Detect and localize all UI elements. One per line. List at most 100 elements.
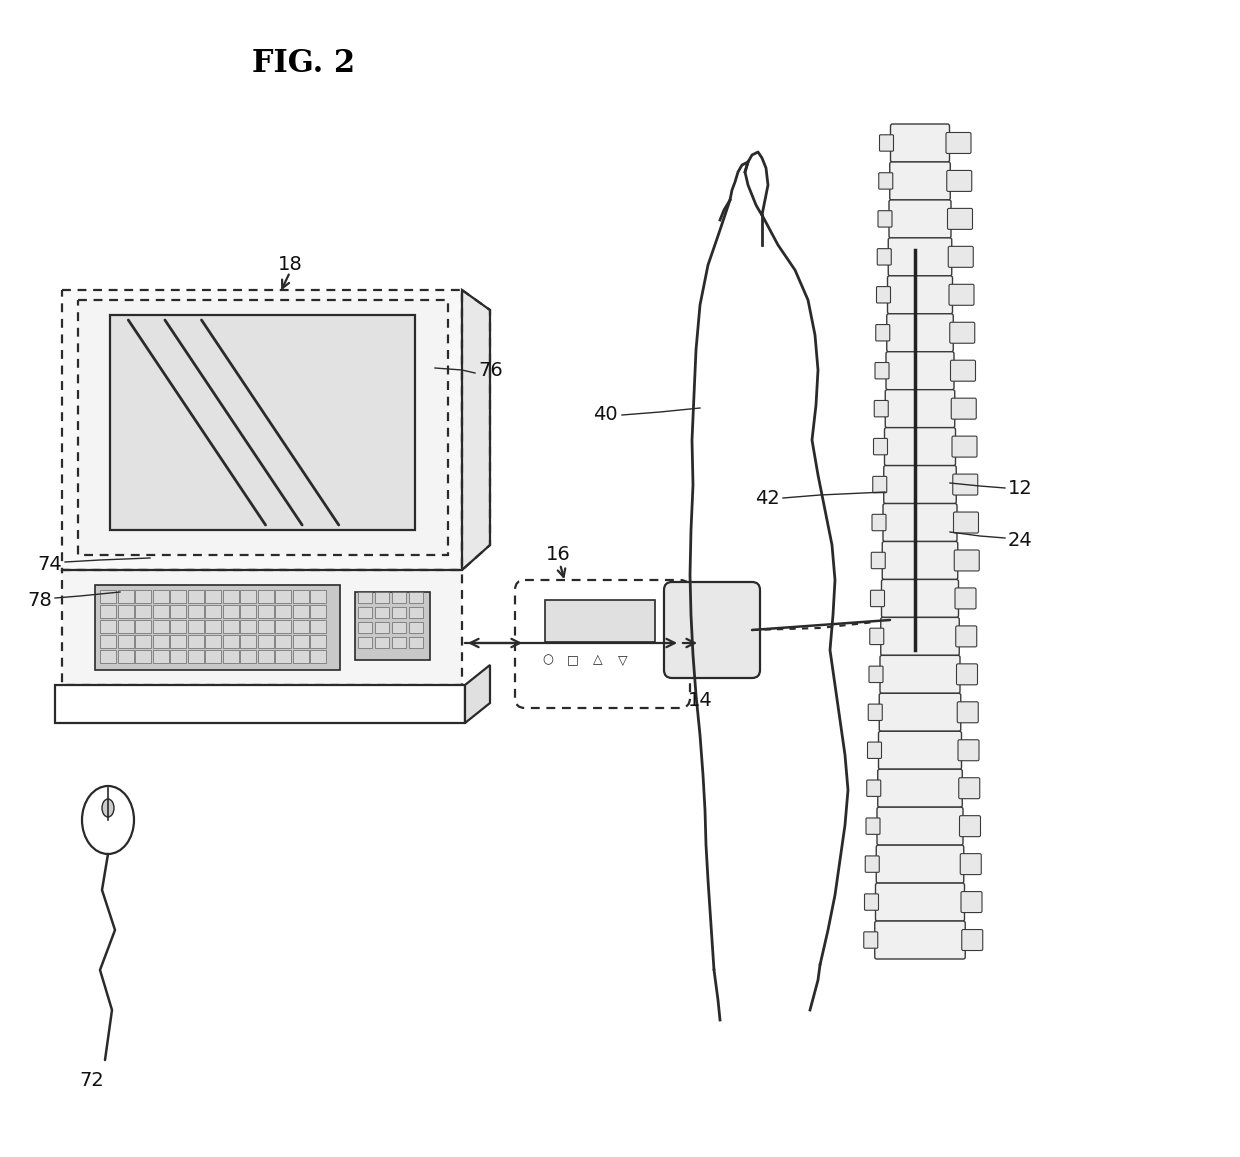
Bar bbox=[310, 620, 326, 633]
Bar bbox=[310, 590, 326, 603]
Ellipse shape bbox=[82, 786, 134, 854]
Bar bbox=[62, 570, 463, 685]
Bar bbox=[205, 605, 221, 618]
FancyBboxPatch shape bbox=[880, 655, 960, 693]
Bar bbox=[135, 590, 151, 603]
FancyBboxPatch shape bbox=[875, 362, 889, 378]
Bar bbox=[222, 650, 238, 663]
Bar bbox=[170, 620, 186, 633]
Bar bbox=[241, 635, 255, 648]
FancyBboxPatch shape bbox=[864, 894, 878, 911]
Bar bbox=[118, 620, 134, 633]
Bar bbox=[78, 300, 448, 555]
FancyBboxPatch shape bbox=[866, 856, 879, 872]
FancyBboxPatch shape bbox=[869, 628, 884, 644]
Bar bbox=[110, 315, 415, 530]
Bar bbox=[358, 592, 372, 603]
Bar bbox=[153, 620, 169, 633]
Bar bbox=[241, 650, 255, 663]
Text: FIG. 2: FIG. 2 bbox=[252, 49, 356, 79]
Bar bbox=[358, 607, 372, 618]
Bar bbox=[392, 592, 405, 603]
Bar bbox=[187, 635, 203, 648]
FancyBboxPatch shape bbox=[959, 778, 980, 798]
FancyBboxPatch shape bbox=[947, 208, 972, 229]
FancyBboxPatch shape bbox=[879, 693, 961, 731]
Bar bbox=[355, 592, 430, 659]
Bar bbox=[358, 638, 372, 648]
FancyBboxPatch shape bbox=[882, 580, 959, 618]
Polygon shape bbox=[463, 290, 490, 570]
Bar bbox=[205, 620, 221, 633]
Text: ○: ○ bbox=[543, 654, 553, 666]
Bar bbox=[100, 650, 117, 663]
Bar bbox=[95, 585, 340, 670]
Text: 18: 18 bbox=[278, 256, 303, 274]
FancyBboxPatch shape bbox=[874, 921, 965, 959]
Bar bbox=[222, 620, 238, 633]
Bar bbox=[118, 590, 134, 603]
FancyBboxPatch shape bbox=[889, 200, 951, 238]
FancyBboxPatch shape bbox=[947, 170, 972, 191]
FancyBboxPatch shape bbox=[877, 845, 963, 883]
Bar bbox=[374, 638, 389, 648]
Bar bbox=[100, 590, 117, 603]
Text: 42: 42 bbox=[755, 488, 780, 508]
Bar bbox=[100, 605, 117, 618]
Polygon shape bbox=[465, 665, 490, 723]
Bar bbox=[374, 622, 389, 633]
FancyBboxPatch shape bbox=[877, 287, 890, 303]
FancyBboxPatch shape bbox=[949, 285, 973, 305]
Bar bbox=[293, 650, 309, 663]
FancyBboxPatch shape bbox=[952, 436, 977, 457]
FancyBboxPatch shape bbox=[887, 314, 954, 352]
FancyBboxPatch shape bbox=[884, 428, 956, 465]
Bar bbox=[275, 605, 291, 618]
FancyBboxPatch shape bbox=[952, 474, 978, 495]
Bar bbox=[222, 605, 238, 618]
Bar bbox=[275, 650, 291, 663]
Bar bbox=[205, 650, 221, 663]
Bar bbox=[170, 635, 186, 648]
Bar bbox=[409, 638, 423, 648]
FancyBboxPatch shape bbox=[957, 702, 978, 723]
Text: 16: 16 bbox=[546, 545, 570, 565]
FancyBboxPatch shape bbox=[880, 618, 960, 655]
FancyBboxPatch shape bbox=[873, 477, 887, 493]
Bar bbox=[153, 590, 169, 603]
FancyBboxPatch shape bbox=[877, 249, 892, 265]
Bar bbox=[153, 605, 169, 618]
FancyBboxPatch shape bbox=[873, 439, 888, 455]
Text: 40: 40 bbox=[594, 405, 618, 425]
FancyBboxPatch shape bbox=[959, 739, 980, 761]
Bar bbox=[258, 590, 274, 603]
Bar bbox=[241, 605, 255, 618]
FancyBboxPatch shape bbox=[875, 883, 965, 921]
Bar bbox=[118, 635, 134, 648]
Bar bbox=[258, 605, 274, 618]
Bar bbox=[135, 650, 151, 663]
FancyBboxPatch shape bbox=[884, 465, 956, 503]
Bar bbox=[409, 607, 423, 618]
Bar bbox=[275, 620, 291, 633]
FancyBboxPatch shape bbox=[875, 325, 890, 341]
FancyBboxPatch shape bbox=[663, 582, 760, 678]
Bar bbox=[153, 650, 169, 663]
Bar bbox=[293, 605, 309, 618]
FancyBboxPatch shape bbox=[960, 854, 981, 875]
Text: 14: 14 bbox=[688, 691, 712, 709]
Bar bbox=[170, 650, 186, 663]
FancyBboxPatch shape bbox=[883, 503, 957, 541]
Text: 24: 24 bbox=[1008, 531, 1033, 550]
Text: 12: 12 bbox=[1008, 479, 1033, 498]
Bar bbox=[241, 620, 255, 633]
FancyBboxPatch shape bbox=[515, 580, 689, 708]
Bar bbox=[170, 605, 186, 618]
Bar bbox=[310, 635, 326, 648]
Bar bbox=[135, 635, 151, 648]
Bar bbox=[374, 592, 389, 603]
FancyBboxPatch shape bbox=[879, 172, 893, 189]
FancyBboxPatch shape bbox=[874, 400, 888, 417]
Bar bbox=[170, 590, 186, 603]
Bar bbox=[374, 607, 389, 618]
